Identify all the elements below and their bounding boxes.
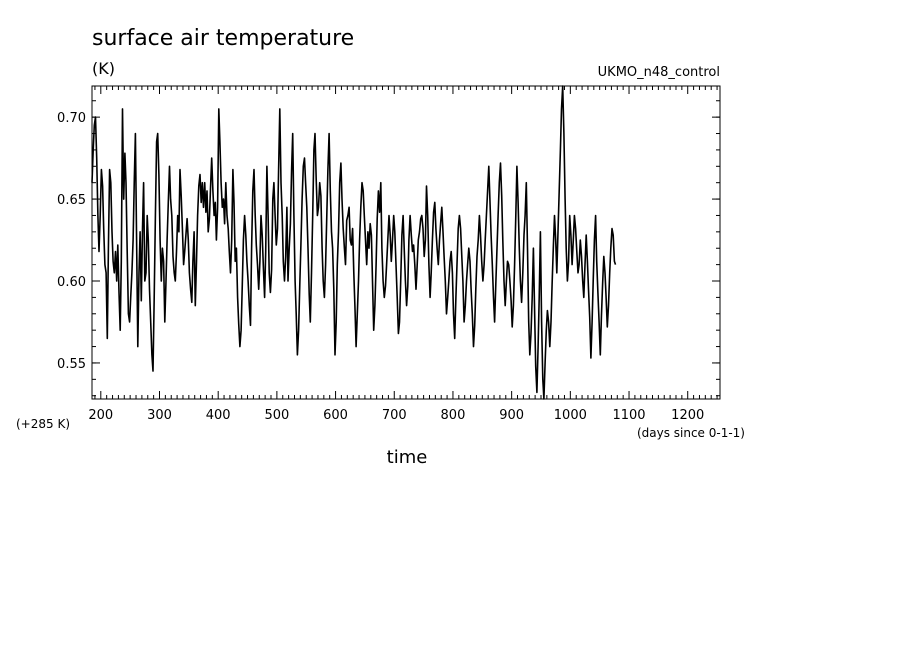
x-tick-label: 1200: [671, 408, 704, 423]
y-tick-label: 0.55: [57, 357, 86, 372]
y-tick-label: 0.60: [57, 275, 86, 290]
y-units-label: (K): [92, 59, 115, 78]
x-tick-label: 600: [323, 408, 348, 423]
chart-title: surface air temperature: [92, 26, 354, 51]
plot-area: 0.55 0.60 0.65 0.70 200 300 400 500 600 700 800 90…: [57, 85, 721, 423]
series-line: [91, 85, 617, 400]
x-tick-label: 1000: [554, 408, 587, 423]
y-offset-label: (+285 K): [16, 417, 70, 431]
x-tick-label: 900: [499, 408, 524, 423]
plot-frame: [91, 85, 721, 400]
x-axis: 200 300 400 500 600 700 800 900 1000 1100 1200: [88, 86, 718, 423]
x-axis-label: time: [387, 447, 428, 468]
y-tick-label: 0.65: [57, 193, 86, 208]
y-axis: 0.55 0.60 0.65 0.70: [57, 100, 720, 397]
run-label: UKMO_n48_control: [598, 65, 720, 80]
x-tick-label: 200: [88, 408, 113, 423]
x-units-label: (days since 0-1-1): [637, 426, 745, 440]
x-tick-label: 500: [264, 408, 289, 423]
x-tick-label: 1100: [612, 408, 645, 423]
x-tick-label: 700: [382, 408, 407, 423]
x-tick-label: 400: [206, 408, 231, 423]
x-tick-label: 800: [441, 408, 466, 423]
y-tick-label: 0.70: [57, 111, 86, 126]
x-tick-label: 300: [147, 408, 172, 423]
